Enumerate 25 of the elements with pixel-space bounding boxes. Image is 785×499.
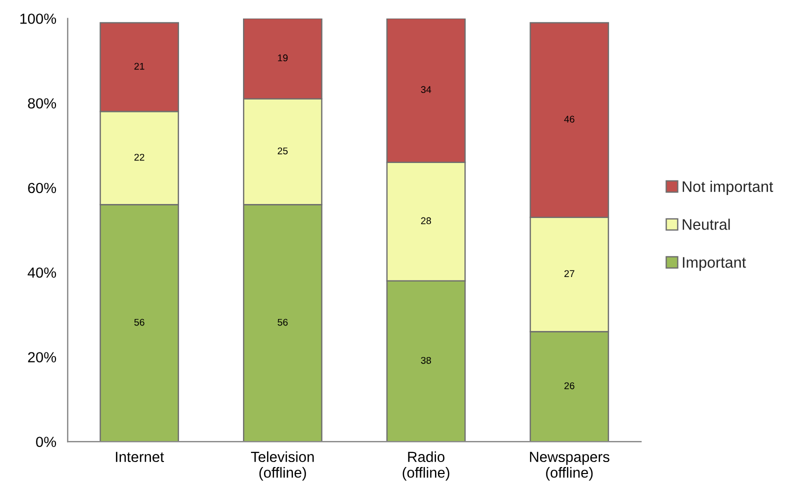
data-label: 26: [564, 382, 574, 390]
data-label: 46: [564, 116, 574, 123]
y-tick-label: 0%: [36, 436, 56, 448]
data-label: 28: [421, 217, 432, 224]
y-tick-label: 20%: [28, 352, 56, 362]
data-label: 56: [134, 318, 144, 326]
data-label: 22: [134, 154, 144, 161]
x-tick-label: Internet: [116, 452, 164, 462]
data-label: 27: [564, 270, 574, 277]
data-label: 56: [278, 318, 288, 326]
x-tick-label: Newspapers (offline): [530, 452, 610, 481]
y-tick-label: 60%: [28, 182, 56, 194]
x-tick-label: Television (offline): [250, 451, 314, 481]
data-label: 25: [278, 147, 288, 154]
data-label: 38: [420, 356, 432, 364]
y-tick-label: 40%: [28, 267, 56, 278]
data-label: 34: [420, 86, 432, 94]
legend-label: Important: [682, 257, 746, 271]
y-tick-label: 100%: [20, 14, 56, 24]
data-label: 19: [278, 54, 288, 62]
x-tick-label: Radio (offline): [402, 451, 450, 481]
y-tick-label: 80%: [28, 98, 56, 109]
data-label: 21: [134, 62, 144, 70]
legend-label: Not important: [682, 180, 774, 196]
legend-label: Neutral: [682, 218, 730, 230]
